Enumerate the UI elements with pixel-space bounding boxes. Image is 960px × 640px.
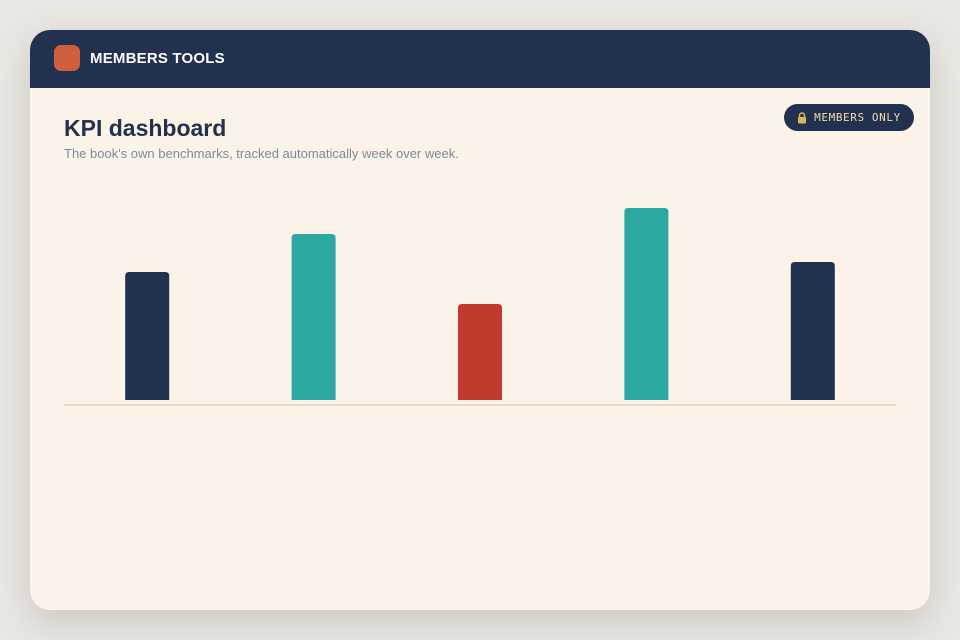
- bar: [790, 262, 835, 400]
- header-title[interactable]: MEMBERS TOOLS: [90, 50, 225, 67]
- logo[interactable]: [54, 45, 80, 71]
- chart: [64, 208, 896, 406]
- bar: [125, 272, 170, 400]
- page-subtitle: The book's own benchmarks, tracked autom…: [64, 146, 459, 161]
- badge-label: MEMBERS ONLY: [814, 111, 901, 124]
- card: MEMBERS TOOLS MEMBERS ONLY KPI dashboard…: [30, 30, 930, 610]
- bar: [291, 234, 336, 400]
- bar: [458, 304, 502, 400]
- members-badge: MEMBERS ONLY: [784, 104, 914, 131]
- lock-icon: [798, 111, 807, 123]
- header: MEMBERS TOOLS: [30, 30, 930, 88]
- page-title: KPI dashboard: [64, 115, 227, 141]
- bar: [624, 208, 669, 400]
